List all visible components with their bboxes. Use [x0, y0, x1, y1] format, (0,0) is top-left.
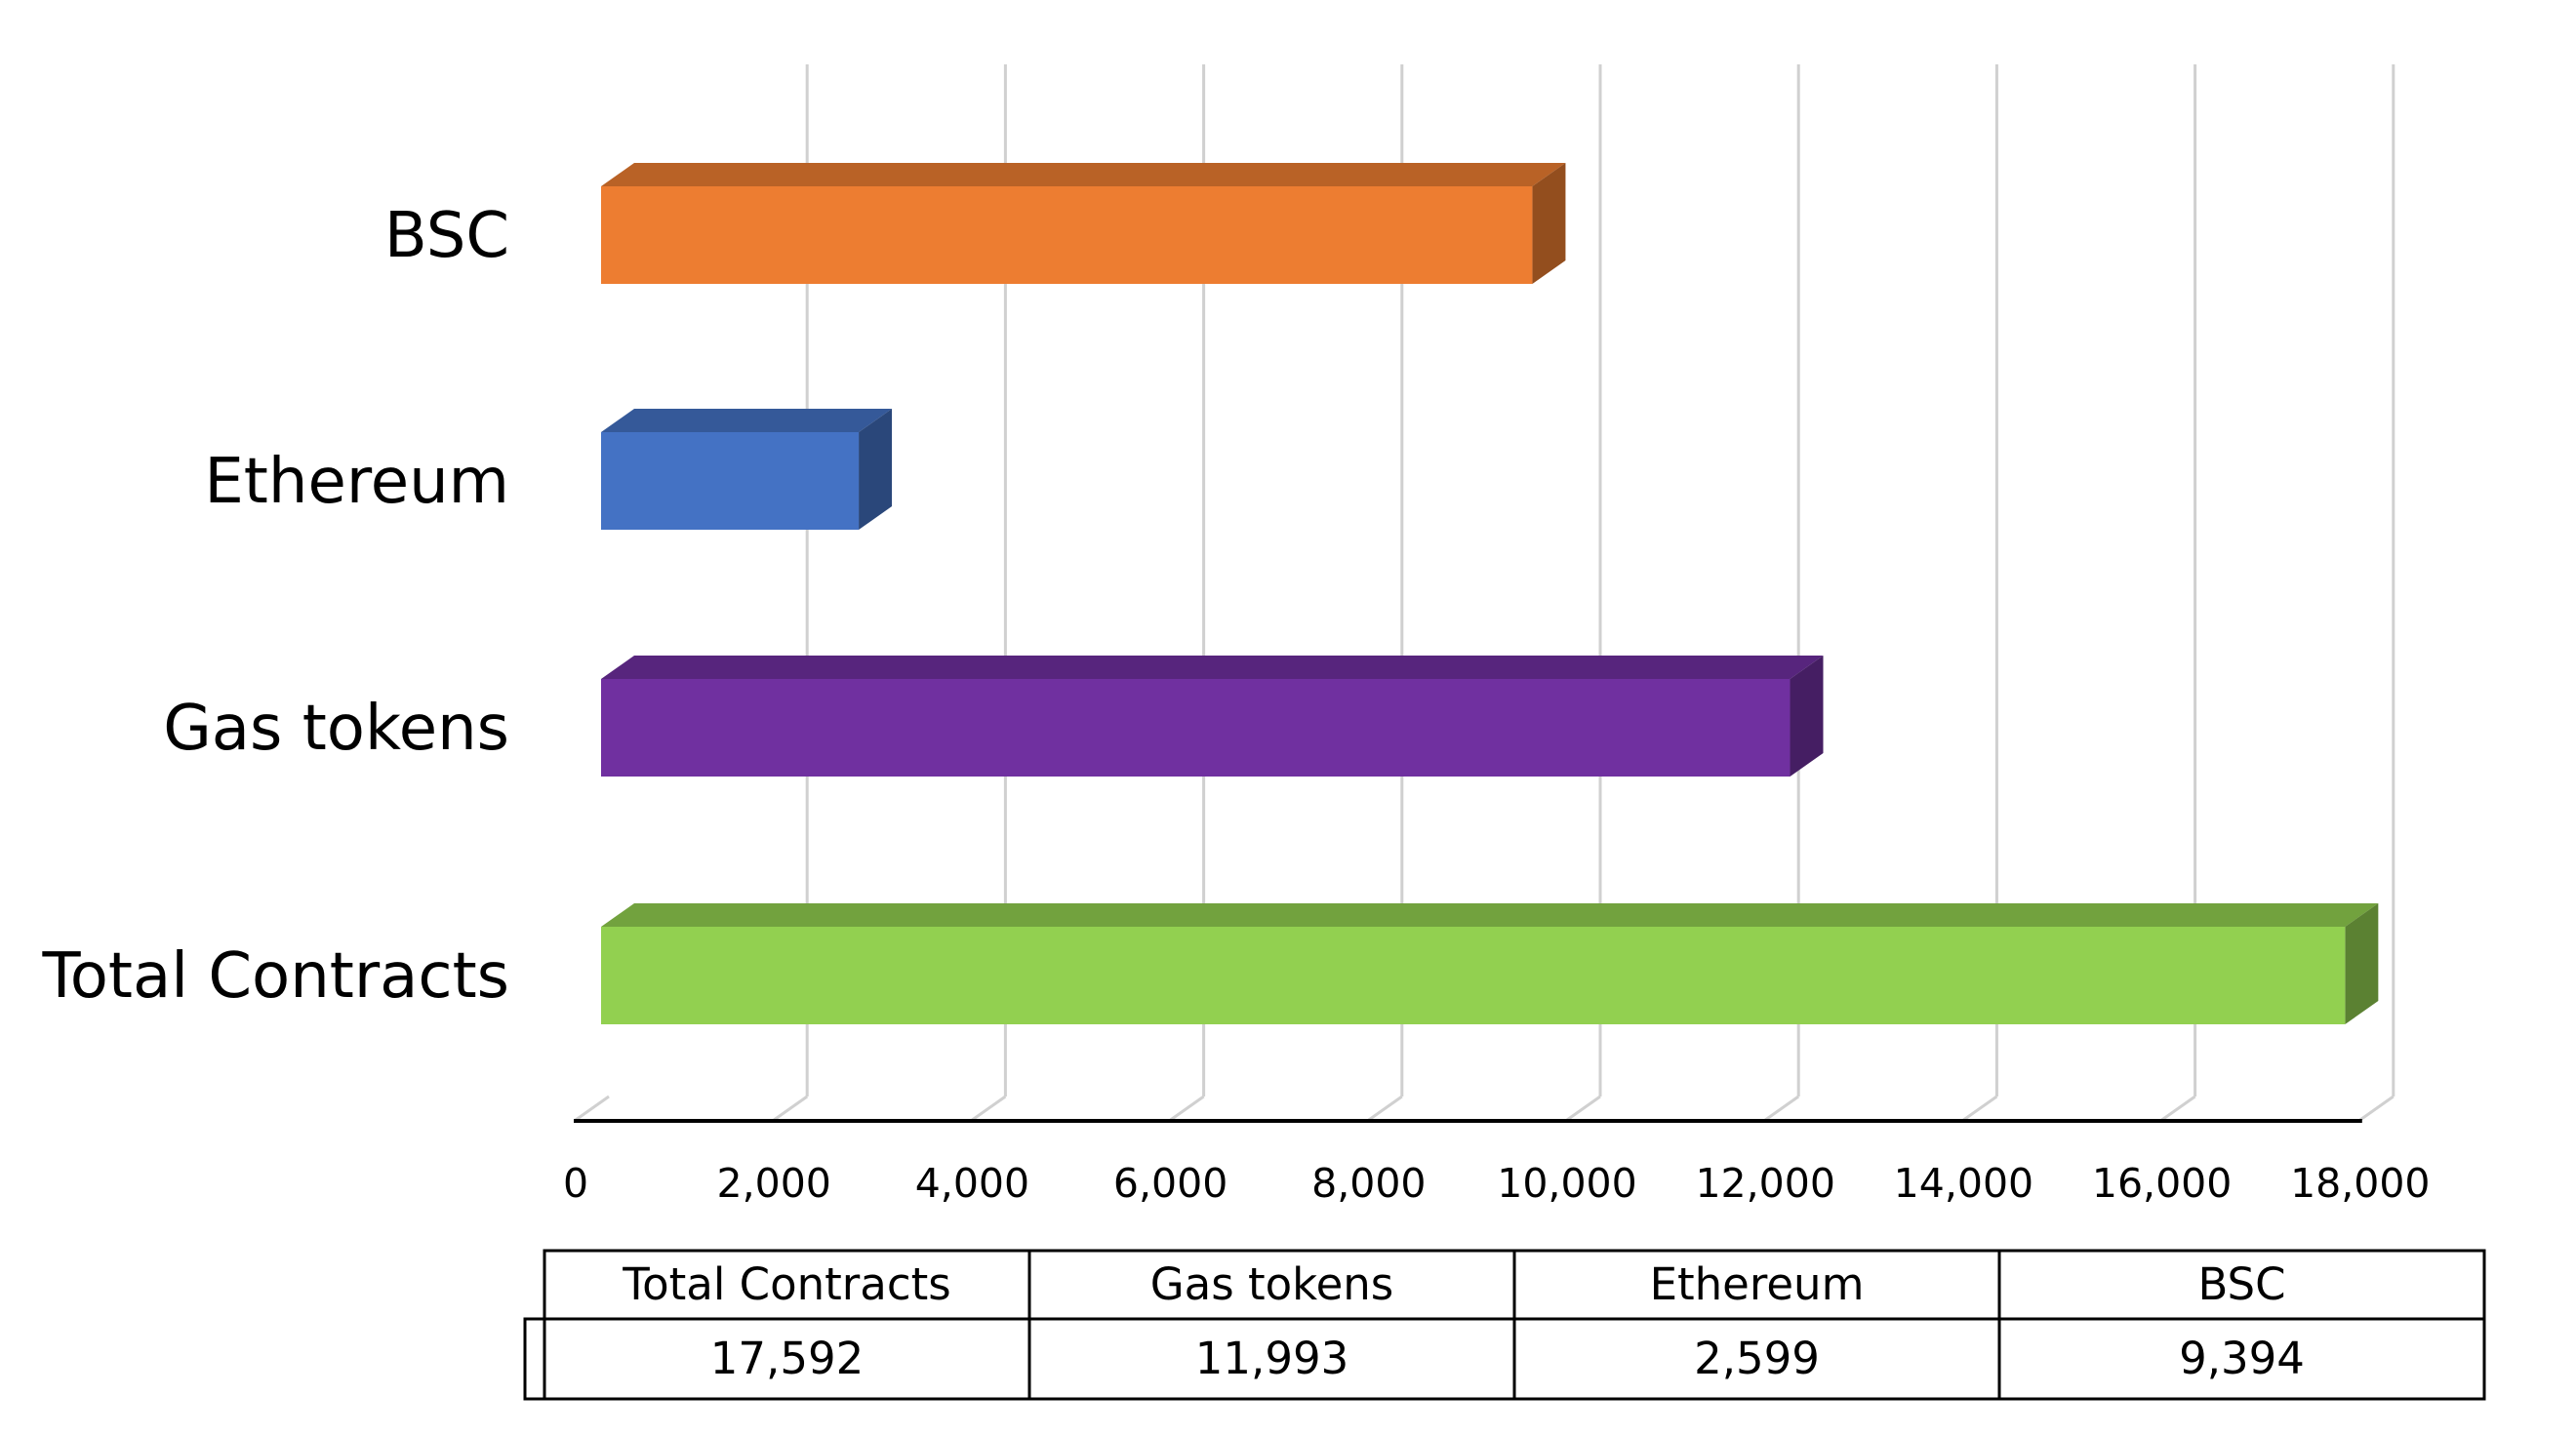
- x-tick-label: 8,000: [1311, 1160, 1426, 1207]
- bar-top-face: [601, 409, 893, 432]
- floor-gridline: [1764, 1095, 1800, 1122]
- bar-side-face: [859, 409, 893, 530]
- bar-top-face: [601, 903, 2379, 927]
- table-value-cell: 2,599: [1694, 1333, 1820, 1384]
- floor-gridline: [1169, 1095, 1205, 1122]
- floor-gridline: [1962, 1095, 1998, 1122]
- bar-side-face: [1532, 163, 1566, 284]
- x-tick-label: 2,000: [717, 1160, 831, 1207]
- x-tick-label: 6,000: [1113, 1160, 1228, 1207]
- table-legend-key-cell: [523, 1317, 546, 1401]
- x-tick-label: 4,000: [915, 1160, 1029, 1207]
- bars: [601, 163, 2379, 1024]
- floor-gridline: [773, 1095, 809, 1122]
- table-value-cell: 9,394: [2179, 1333, 2305, 1384]
- category-label: BSC: [384, 200, 509, 272]
- table-header-cell: Total Contracts: [622, 1258, 950, 1310]
- x-tick-label: 14,000: [1894, 1160, 2033, 1207]
- bar-front-face: [601, 679, 1791, 777]
- table-value-cell: 11,993: [1195, 1333, 1348, 1384]
- x-tick-label: 12,000: [1695, 1160, 1834, 1207]
- bar-ethereum: [601, 409, 893, 530]
- category-label: Total Contracts: [42, 940, 509, 1013]
- table-header-cell: BSC: [2197, 1258, 2285, 1310]
- bar-total-contracts: [601, 903, 2379, 1024]
- table-header-cell: Gas tokens: [1150, 1258, 1393, 1310]
- x-tick-label: 0: [563, 1160, 588, 1207]
- category-labels: BSC Ethereum Gas tokens Total Contracts: [42, 200, 509, 1013]
- bar-side-face: [2345, 903, 2379, 1024]
- table-value-cell: 17,592: [710, 1333, 864, 1384]
- bar-side-face: [1790, 656, 1824, 777]
- bar-top-face: [601, 163, 1566, 186]
- category-label: Ethereum: [204, 446, 509, 518]
- floor-gridline: [575, 1095, 610, 1122]
- floor-gridline: [971, 1095, 1007, 1122]
- x-tick-label: 10,000: [1497, 1160, 1636, 1207]
- bar-top-face: [601, 656, 1824, 679]
- bar-bsc: [601, 163, 1566, 284]
- x-axis-tick-labels: 0 2,000 4,000 6,000 8,000 10,000 12,000 14,000 1…: [563, 1160, 2431, 1207]
- x-tick-label: 16,000: [2092, 1160, 2232, 1207]
- floor-gridline: [1367, 1095, 1403, 1122]
- bar-gas-tokens: [601, 656, 1824, 777]
- bar-front-face: [601, 432, 860, 530]
- category-label: Gas tokens: [163, 693, 509, 765]
- bar-front-face: [601, 186, 1533, 284]
- floor-gridline: [1566, 1095, 1601, 1122]
- data-table: Total Contracts 17,592 Gas tokens 11,993 Eth…: [523, 1249, 2486, 1401]
- table-header-cell: Ethereum: [1650, 1258, 1865, 1310]
- floor-gridline: [2358, 1095, 2395, 1122]
- bar-front-face: [601, 927, 2346, 1024]
- floor-gridline: [2160, 1095, 2196, 1122]
- x-tick-label: 18,000: [2290, 1160, 2430, 1207]
